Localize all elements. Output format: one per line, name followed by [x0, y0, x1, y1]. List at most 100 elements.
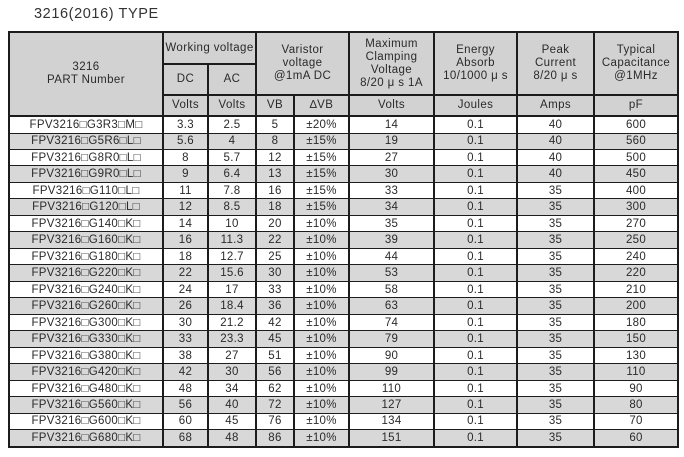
cell-clamping-volts: 134	[348, 412, 436, 431]
cell-delta-vb: ±15%	[292, 198, 351, 216]
cell-part-number: FPV3216□G9R0□L□	[8, 165, 164, 183]
cell-capacitance-pf: 150	[593, 330, 680, 348]
cell-part-number: FPV3216□G240□K□	[8, 280, 164, 299]
cell-capacitance-pf: 200	[593, 297, 680, 315]
col-header-ac: AC	[207, 63, 257, 96]
table-row: FPV3216□G380□K□ 38 27 51 ±10% 90 0.1 35 130	[8, 346, 680, 365]
cell-vb: 36	[255, 297, 295, 315]
cell-capacitance-pf: 600	[593, 115, 680, 134]
cell-ac-volts: 7.8	[207, 181, 257, 200]
cell-part-number: FPV3216□G330□K□	[8, 330, 164, 348]
cell-capacitance-pf: 80	[593, 396, 680, 414]
cell-energy-joules: 0.1	[433, 264, 519, 282]
unit-delta-vb: ∆VB	[292, 94, 351, 117]
cell-clamping-volts: 127	[348, 396, 436, 414]
cell-vb: 18	[255, 198, 295, 216]
cell-energy-joules: 0.1	[433, 132, 519, 151]
unit-energy-joules: Joules	[433, 94, 519, 117]
cell-peak-amps: 35	[516, 231, 596, 249]
cell-capacitance-pf: 220	[593, 264, 680, 282]
cell-energy-joules: 0.1	[433, 429, 519, 448]
cell-part-number: FPV3216□G180□K□	[8, 247, 164, 266]
cell-vb: 62	[255, 379, 295, 398]
cell-energy-joules: 0.1	[433, 379, 519, 398]
spec-table-body: FPV3216□G3R3□M□ 3.3 2.5 5 ±20% 14 0.1 40 600 FPV3…	[8, 115, 680, 448]
table-row: FPV3216□G600□K□ 60 45 76 ±10% 134 0.1 35 70	[8, 412, 680, 431]
cell-energy-joules: 0.1	[433, 330, 519, 348]
cell-peak-amps: 40	[516, 165, 596, 183]
cell-energy-joules: 0.1	[433, 115, 519, 134]
cell-ac-volts: 30	[207, 363, 257, 381]
cell-capacitance-pf: 240	[593, 247, 680, 266]
table-row: FPV3216□G330□K□ 33 23.3 45 ±10% 79 0.1 35 150	[8, 330, 680, 348]
cell-dc-volts: 60	[162, 412, 209, 431]
table-row: FPV3216□G560□K□ 56 40 72 ±10% 127 0.1 35 80	[8, 396, 680, 414]
unit-dc-volts: Volts	[162, 94, 209, 117]
cell-vb: 56	[255, 363, 295, 381]
table-row: FPV3216□G680□K□ 68 48 86 ±10% 151 0.1 35 60	[8, 429, 680, 448]
cell-energy-joules: 0.1	[433, 297, 519, 315]
cell-energy-joules: 0.1	[433, 198, 519, 216]
spec-table-header: 3216 PART Number Working voltage Varisto…	[8, 31, 680, 117]
cell-delta-vb: ±10%	[292, 280, 351, 299]
cell-clamping-volts: 34	[348, 198, 436, 216]
table-row: FPV3216□G3R3□M□ 3.3 2.5 5 ±20% 14 0.1 40 600	[8, 115, 680, 134]
cell-clamping-volts: 53	[348, 264, 436, 282]
cell-peak-amps: 40	[516, 115, 596, 134]
cell-capacitance-pf: 500	[593, 148, 680, 167]
cell-dc-volts: 33	[162, 330, 209, 348]
table-row: FPV3216□G180□K□ 18 12.7 25 ±10% 44 0.1 35 240	[8, 247, 680, 266]
cell-dc-volts: 68	[162, 429, 209, 448]
cell-clamping-volts: 35	[348, 214, 436, 233]
cell-ac-volts: 6.4	[207, 165, 257, 183]
cell-clamping-volts: 79	[348, 330, 436, 348]
cell-delta-vb: ±10%	[292, 214, 351, 233]
cell-ac-volts: 27	[207, 346, 257, 365]
cell-part-number: FPV3216□G160□K□	[8, 231, 164, 249]
cell-delta-vb: ±10%	[292, 412, 351, 431]
table-row: FPV3216□G260□K□ 26 18.4 36 ±10% 63 0.1 35 200	[8, 297, 680, 315]
cell-peak-amps: 35	[516, 198, 596, 216]
cell-part-number: FPV3216□G600□K□	[8, 412, 164, 431]
cell-part-number: FPV3216□G560□K□	[8, 396, 164, 414]
cell-dc-volts: 22	[162, 264, 209, 282]
cell-peak-amps: 35	[516, 363, 596, 381]
cell-delta-vb: ±15%	[292, 148, 351, 167]
cell-part-number: FPV3216□G220□K□	[8, 264, 164, 282]
cell-ac-volts: 40	[207, 396, 257, 414]
cell-capacitance-pf: 90	[593, 379, 680, 398]
cell-capacitance-pf: 130	[593, 346, 680, 365]
table-row: FPV3216□G160□K□ 16 11.3 22 ±10% 39 0.1 35 250	[8, 231, 680, 249]
unit-ac-volts: Volts	[207, 94, 257, 117]
cell-ac-volts: 48	[207, 429, 257, 448]
cell-clamping-volts: 39	[348, 231, 436, 249]
table-row: FPV3216□G220□K□ 22 15.6 30 ±10% 53 0.1 35 220	[8, 264, 680, 282]
cell-ac-volts: 4	[207, 132, 257, 151]
cell-dc-volts: 48	[162, 379, 209, 398]
cell-clamping-volts: 19	[348, 132, 436, 151]
cell-delta-vb: ±10%	[292, 363, 351, 381]
cell-peak-amps: 35	[516, 247, 596, 266]
cell-part-number: FPV3216□G140□K□	[8, 214, 164, 233]
cell-part-number: FPV3216□G8R0□L□	[8, 148, 164, 167]
cell-peak-amps: 35	[516, 330, 596, 348]
cell-clamping-volts: 90	[348, 346, 436, 365]
cell-delta-vb: ±15%	[292, 181, 351, 200]
col-header-part-number: 3216 PART Number	[8, 31, 164, 117]
cell-energy-joules: 0.1	[433, 214, 519, 233]
col-header-max-clamping-voltage: Maximum Clamping Voltage 8/20 μ s 1A	[348, 31, 436, 96]
cell-vb: 16	[255, 181, 295, 200]
cell-dc-volts: 42	[162, 363, 209, 381]
cell-ac-volts: 23.3	[207, 330, 257, 348]
cell-peak-amps: 35	[516, 264, 596, 282]
cell-vb: 12	[255, 148, 295, 167]
col-header-energy-absorb: Energy Absorb 10/1000 μ s	[433, 31, 519, 96]
cell-vb: 13	[255, 165, 295, 183]
cell-dc-volts: 5.6	[162, 132, 209, 151]
cell-dc-volts: 18	[162, 247, 209, 266]
cell-vb: 8	[255, 132, 295, 151]
cell-energy-joules: 0.1	[433, 346, 519, 365]
cell-capacitance-pf: 110	[593, 363, 680, 381]
cell-part-number: FPV3216□G260□K□	[8, 297, 164, 315]
